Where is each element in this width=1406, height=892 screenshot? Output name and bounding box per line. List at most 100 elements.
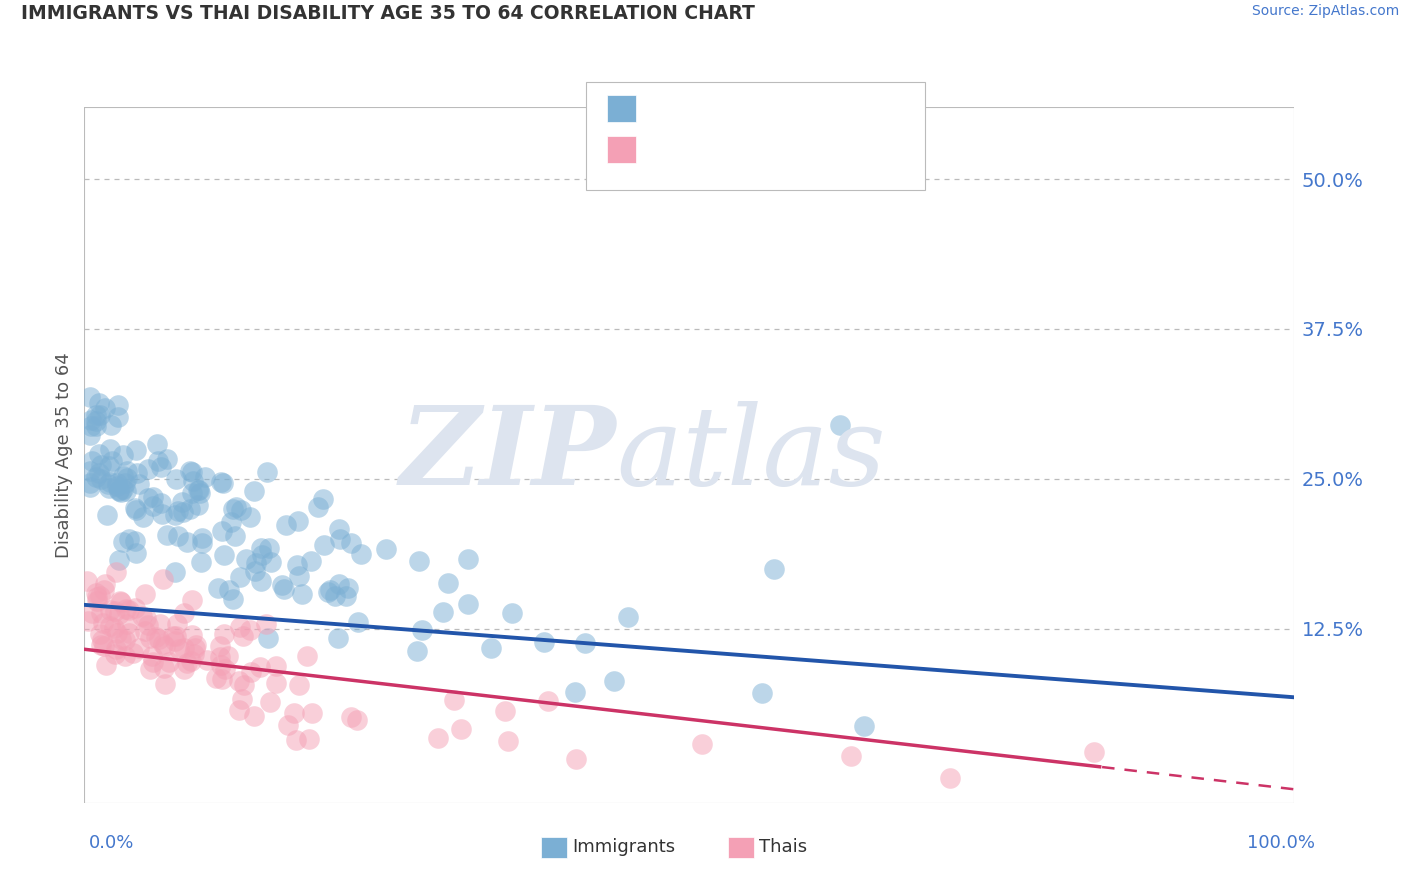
Point — [181, 465, 204, 479]
Point — [131, 609, 153, 624]
Point — [273, 582, 295, 596]
Point — [104, 647, 127, 661]
Point — [853, 719, 876, 733]
Point — [218, 582, 240, 597]
Point — [112, 483, 135, 497]
Point — [165, 566, 187, 580]
Point — [111, 448, 134, 462]
Point — [209, 650, 232, 665]
Point — [602, 674, 624, 689]
Point — [231, 503, 253, 517]
Point — [79, 476, 101, 491]
Text: Thais: Thais — [759, 838, 807, 856]
Point — [271, 578, 294, 592]
Point — [432, 605, 454, 619]
Point — [136, 491, 159, 505]
Point — [939, 771, 962, 785]
Point — [209, 658, 232, 673]
Point — [79, 464, 101, 478]
Point — [346, 714, 368, 728]
Point — [232, 678, 254, 692]
Point — [194, 470, 217, 484]
Point — [187, 498, 209, 512]
Point — [118, 626, 141, 640]
Point — [260, 555, 283, 569]
Point — [90, 633, 112, 648]
Point — [323, 589, 346, 603]
Point — [118, 532, 141, 546]
Point — [139, 632, 162, 646]
Point — [285, 733, 308, 747]
Point — [76, 574, 98, 588]
Point — [105, 565, 128, 579]
Point — [110, 484, 132, 499]
Point — [173, 662, 195, 676]
Point — [209, 475, 232, 490]
Point — [312, 492, 335, 507]
Point — [214, 662, 236, 676]
Point — [156, 527, 179, 541]
Point — [617, 610, 640, 624]
Point — [219, 515, 242, 529]
Point — [98, 442, 121, 456]
Point — [165, 633, 187, 648]
Point — [105, 642, 128, 657]
Point — [89, 589, 111, 603]
Point — [450, 723, 472, 737]
Point — [347, 615, 370, 630]
Point — [187, 483, 209, 498]
Point — [443, 693, 465, 707]
Point — [229, 570, 252, 584]
Point — [329, 533, 352, 547]
Point — [84, 414, 107, 428]
Text: 100.0%: 100.0% — [1247, 834, 1315, 852]
Point — [297, 648, 319, 663]
Point — [259, 695, 281, 709]
Point — [1083, 746, 1105, 760]
Point — [93, 583, 115, 598]
Point — [340, 536, 363, 550]
Point — [479, 640, 502, 655]
Point — [108, 594, 131, 608]
Point — [134, 624, 156, 639]
Point — [173, 606, 195, 620]
Point — [427, 731, 450, 745]
Point — [107, 607, 129, 621]
Point — [98, 619, 121, 633]
Point — [165, 508, 187, 523]
Point — [112, 535, 135, 549]
Point — [167, 504, 190, 518]
Point — [152, 637, 174, 651]
Point — [179, 464, 201, 478]
Point — [115, 602, 138, 616]
Point — [103, 620, 125, 634]
Point — [153, 677, 176, 691]
Text: IMMIGRANTS VS THAI DISABILITY AGE 35 TO 64 CORRELATION CHART: IMMIGRANTS VS THAI DISABILITY AGE 35 TO … — [21, 4, 755, 23]
Point — [142, 499, 165, 513]
Point — [105, 476, 128, 491]
Point — [128, 476, 150, 491]
Point — [84, 419, 107, 434]
Point — [136, 618, 159, 632]
Point — [134, 587, 156, 601]
Point — [184, 641, 207, 656]
Point — [148, 454, 170, 468]
Point — [283, 706, 305, 720]
Point — [148, 632, 170, 647]
Point — [288, 569, 311, 583]
Point — [340, 710, 363, 724]
Point — [87, 466, 110, 480]
Point — [84, 586, 107, 600]
Point — [228, 673, 250, 688]
Point — [162, 629, 184, 643]
Text: Source: ZipAtlas.com: Source: ZipAtlas.com — [1251, 4, 1399, 19]
Point — [328, 577, 350, 591]
Point — [191, 535, 214, 549]
Point — [232, 629, 254, 643]
Point — [115, 617, 138, 632]
Point — [188, 486, 211, 500]
Point — [307, 500, 329, 515]
Point — [257, 631, 280, 645]
Point — [405, 643, 427, 657]
Point — [84, 408, 107, 422]
